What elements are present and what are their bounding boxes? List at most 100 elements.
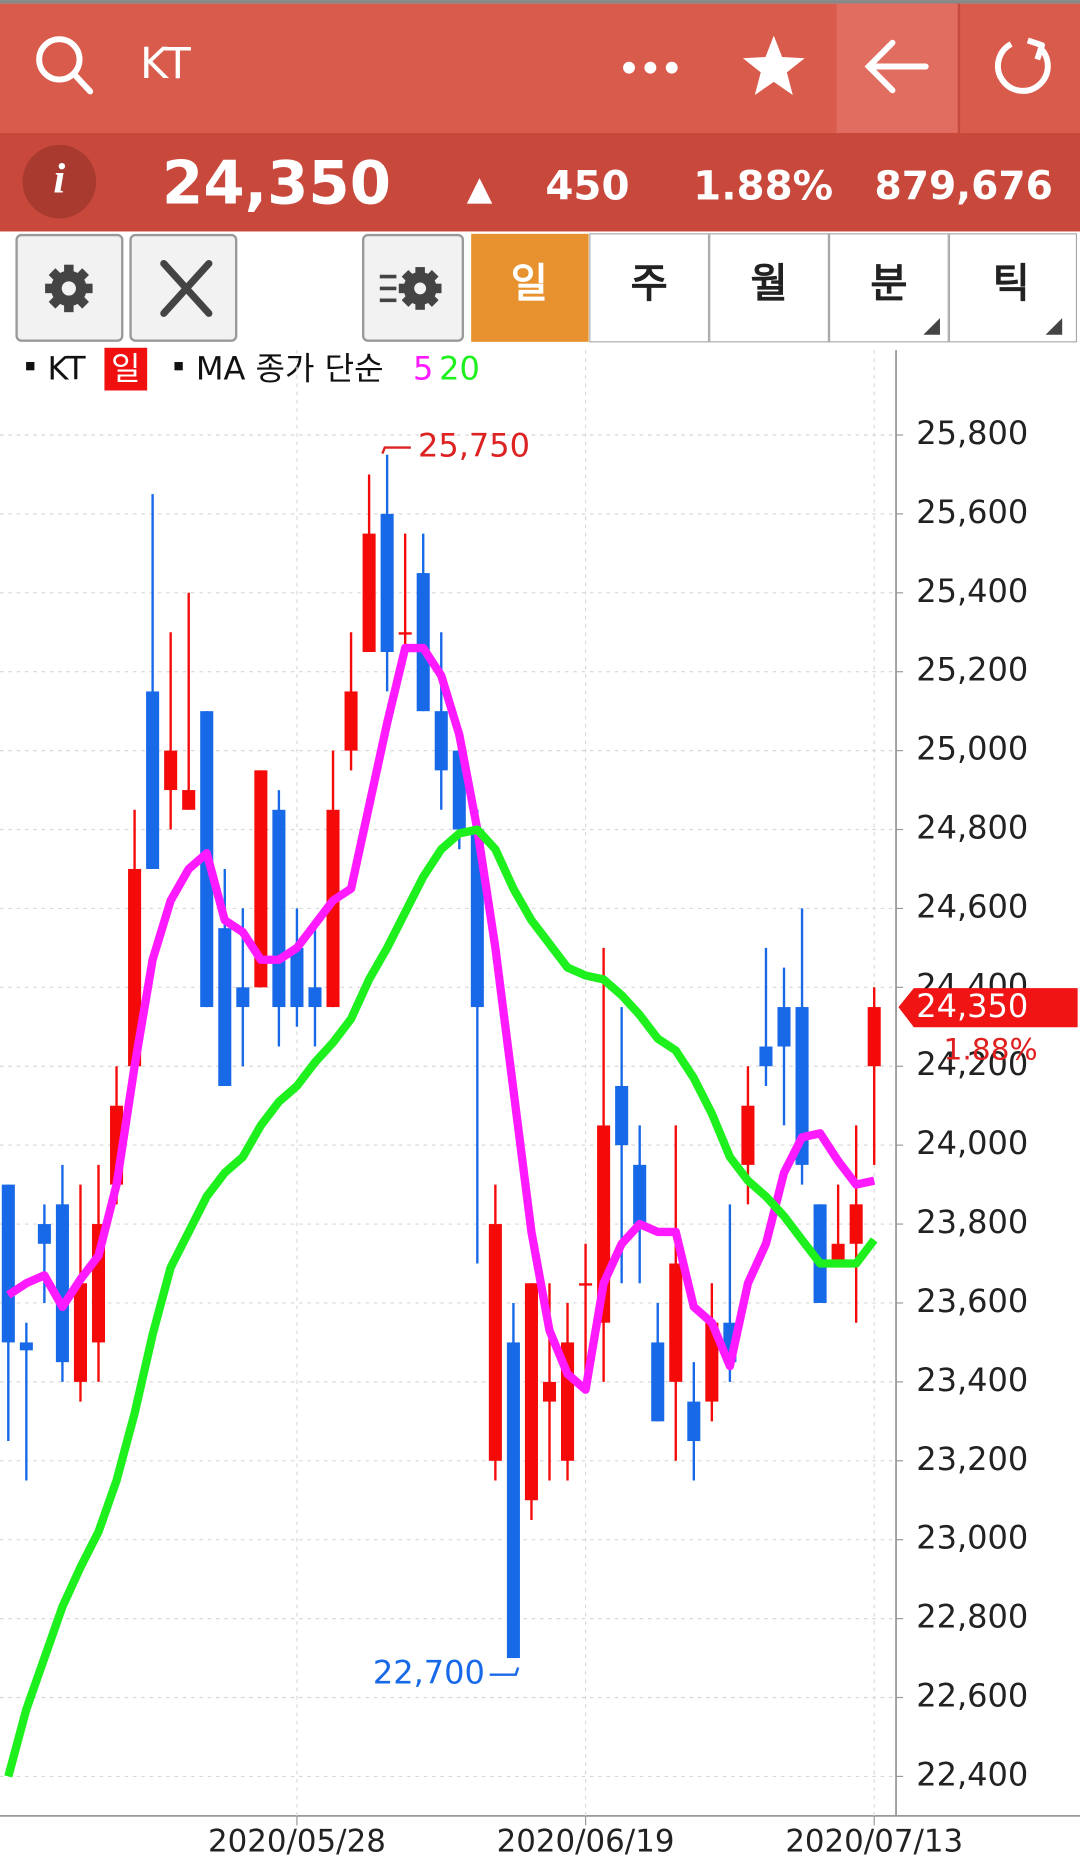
legend-entry: 5 bbox=[413, 349, 433, 387]
low-pointer bbox=[489, 1667, 520, 1676]
status-line bbox=[0, 0, 1080, 4]
legend-marker bbox=[26, 362, 35, 371]
legend-symbol: KT bbox=[47, 349, 86, 387]
change-arrow: ▲ bbox=[467, 168, 493, 207]
quote-bar bbox=[0, 132, 1080, 232]
candle-body bbox=[795, 1007, 809, 1165]
legend-period-bg bbox=[104, 347, 148, 391]
candle-body bbox=[669, 1263, 683, 1382]
tab-label[interactable]: 분 bbox=[870, 260, 907, 307]
candle-body bbox=[254, 770, 268, 988]
header-title: KT bbox=[140, 39, 192, 89]
tab-label[interactable]: 일 bbox=[511, 260, 548, 307]
y-tick-label: 25,800 bbox=[916, 414, 1028, 452]
low-label: 22,700 bbox=[373, 1654, 485, 1692]
legend-period: 일 bbox=[111, 349, 140, 387]
tab-day-bg[interactable] bbox=[471, 233, 589, 342]
search-icon[interactable] bbox=[36, 36, 94, 95]
y-tick-label: 23,600 bbox=[916, 1282, 1028, 1320]
plot bbox=[0, 350, 904, 1826]
price-badge bbox=[898, 988, 1078, 1028]
candle-body bbox=[777, 1007, 791, 1047]
y-tick-label: 24,000 bbox=[916, 1124, 1028, 1162]
candle-body bbox=[398, 632, 412, 635]
x-tick-label: 2020/07/13 bbox=[785, 1824, 963, 1860]
candle-body bbox=[55, 1204, 69, 1363]
candle-body bbox=[705, 1322, 719, 1402]
candle-body bbox=[218, 928, 232, 1086]
change-rate: 1.88% bbox=[693, 163, 833, 210]
y-tick-label: 23,000 bbox=[916, 1519, 1028, 1557]
refresh-icon[interactable] bbox=[995, 37, 1051, 94]
y-tick-label: 25,200 bbox=[916, 651, 1028, 689]
candle-body bbox=[506, 1342, 520, 1659]
candle-body bbox=[272, 809, 286, 1008]
toolbar: 일 주 월 분 틱 bbox=[15, 233, 1078, 343]
y-tick-label: 23,800 bbox=[916, 1203, 1028, 1241]
candle-body bbox=[416, 573, 430, 712]
candle-body bbox=[651, 1342, 665, 1422]
y-tick-label: 25,000 bbox=[916, 730, 1028, 768]
candle-body bbox=[615, 1085, 629, 1146]
price-badge-rate: 1.88% bbox=[944, 1031, 1038, 1066]
legend-entry: 20 bbox=[439, 349, 480, 387]
candle-body bbox=[362, 533, 376, 652]
candle-body bbox=[759, 1046, 773, 1067]
candle-body bbox=[434, 711, 448, 771]
y-tick-label: 25,400 bbox=[916, 572, 1028, 610]
y-tick-label: 24,200 bbox=[916, 1045, 1028, 1083]
tab-week-bg[interactable] bbox=[589, 233, 710, 343]
price-badge-label: 24,350 bbox=[916, 987, 1028, 1025]
candle-body bbox=[326, 809, 340, 1008]
y-tick-label: 25,600 bbox=[916, 493, 1028, 531]
legend-ma: MA 종가 단순 bbox=[196, 349, 384, 387]
tab-tick-bg[interactable] bbox=[948, 233, 1078, 343]
candle-body bbox=[182, 790, 196, 810]
candle-body bbox=[813, 1204, 827, 1303]
candle-body bbox=[146, 691, 160, 869]
change: 450 bbox=[545, 163, 629, 210]
more-icon[interactable] bbox=[623, 61, 678, 74]
candle-body bbox=[579, 1283, 593, 1286]
candle-body bbox=[380, 513, 394, 652]
info-icon: i bbox=[53, 156, 65, 203]
candle-body bbox=[867, 1007, 881, 1067]
candle-body bbox=[831, 1243, 845, 1264]
candle-body bbox=[128, 868, 142, 1067]
candle-body bbox=[849, 1204, 863, 1244]
tab-minute-bg[interactable] bbox=[828, 233, 949, 343]
high-pointer bbox=[381, 446, 411, 454]
candle-body bbox=[19, 1342, 33, 1351]
candle-body bbox=[741, 1105, 755, 1165]
tools-icon bbox=[160, 259, 213, 317]
star-icon[interactable] bbox=[742, 35, 805, 95]
candle-body bbox=[633, 1164, 647, 1225]
y-tick-label: 22,600 bbox=[916, 1677, 1028, 1715]
candle-body bbox=[308, 987, 322, 1008]
legend-marker bbox=[174, 362, 183, 371]
tab-label[interactable]: 틱 bbox=[993, 260, 1030, 307]
tab-month-bg[interactable] bbox=[709, 233, 829, 343]
back-icon[interactable] bbox=[864, 39, 929, 94]
candle-body bbox=[73, 1283, 87, 1382]
tab-corner bbox=[923, 318, 940, 335]
x-tick-label: 2020/05/28 bbox=[208, 1824, 386, 1860]
candle-body bbox=[290, 947, 304, 1008]
gear-icon bbox=[45, 264, 93, 313]
ma-line bbox=[4, 825, 878, 1778]
tab-label[interactable]: 월 bbox=[750, 260, 787, 307]
info-button[interactable] bbox=[22, 144, 97, 219]
tab-label[interactable]: 주 bbox=[631, 260, 668, 307]
candle-body bbox=[524, 1283, 538, 1501]
candle-body bbox=[1, 1184, 15, 1343]
volume: 879,676 bbox=[875, 164, 1053, 209]
candle-body bbox=[687, 1401, 701, 1442]
candle-body bbox=[542, 1381, 557, 1402]
y-tick-label: 22,800 bbox=[916, 1598, 1028, 1636]
ma-line bbox=[6, 643, 876, 1394]
candle-body bbox=[37, 1224, 51, 1244]
y-tick-label: 24,800 bbox=[916, 809, 1028, 847]
x-tick-label: 2020/06/19 bbox=[497, 1824, 675, 1860]
